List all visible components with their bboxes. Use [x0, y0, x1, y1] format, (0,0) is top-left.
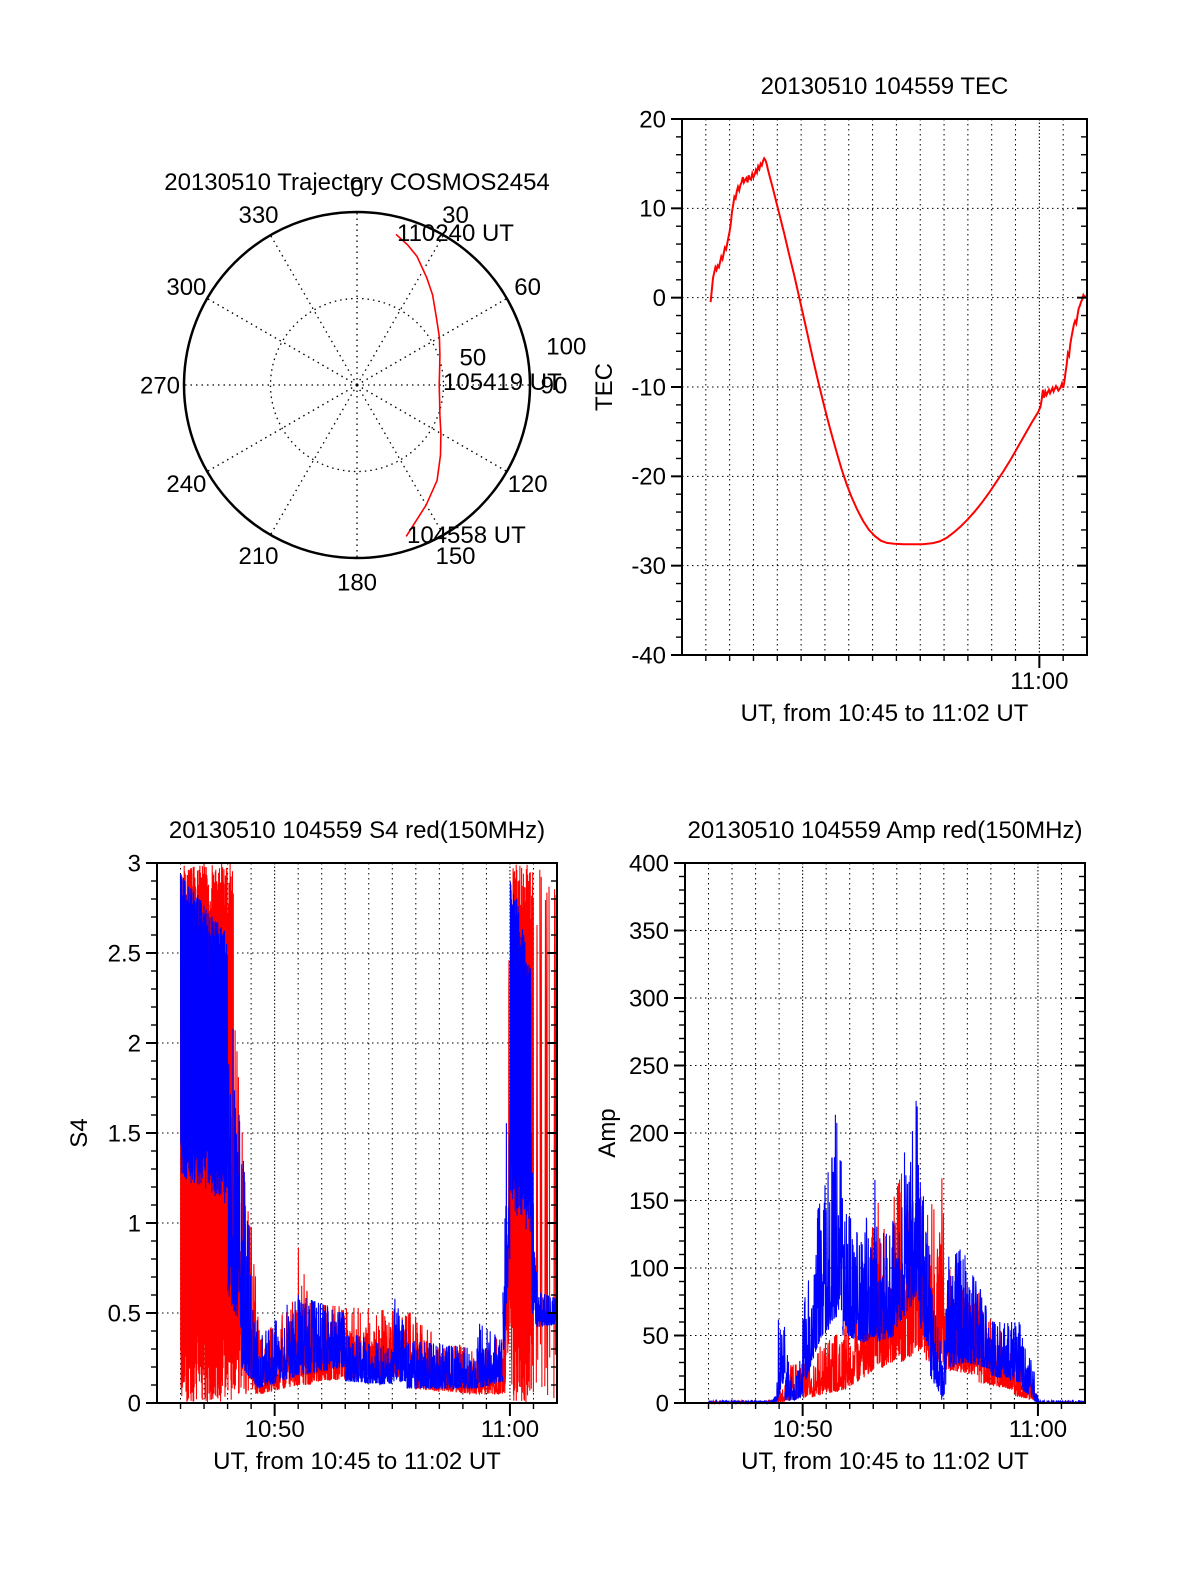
polar-spoke: [206, 297, 358, 386]
polar-spoke: [269, 384, 358, 536]
trajectory-panel: 0 30 60 90 120 150 180 210 240 270 300 330 50 100 1102…: [140, 169, 586, 596]
polar-spoke: [356, 297, 508, 386]
tec-line: [709, 156, 1087, 546]
tec-y-tick-label: -40: [631, 642, 666, 669]
polar-azimuth-label: 60: [514, 274, 541, 301]
tec-y-tick-label: 10: [639, 196, 666, 223]
tec-y-tick-label: 20: [639, 106, 666, 133]
polar-grid-circle: [269, 297, 445, 473]
amp-y-tick-label: 350: [629, 918, 669, 945]
polar-spoke: [269, 234, 358, 386]
amp-y-axis-label: Amp: [594, 1108, 621, 1157]
polar-azimuth-label: 120: [508, 471, 548, 498]
polar-outer-circle: [182, 210, 532, 560]
polar-spoke: [356, 234, 445, 386]
s4-y-tick-label: 1.5: [108, 1120, 141, 1147]
amp-y-tick-label: 100: [629, 1255, 669, 1282]
amp-y-tick-label: 0: [656, 1390, 669, 1417]
amp-panel: 400 350 300 250 200 150 100 50 0 10:50 11:00 201305…: [594, 817, 1086, 1475]
tec-y-axis-label: TEC: [591, 363, 618, 411]
amp-y-tick-label: 250: [629, 1053, 669, 1080]
amp-x-tick-label: 10:50: [773, 1416, 833, 1443]
s4-noisy-line: [179, 874, 558, 1391]
s4-x-tick-label: 11:00: [481, 1416, 539, 1443]
tec-y-tick-label: -30: [631, 553, 666, 580]
trajectory-title: 20130510 Trajectory COSMOS2454: [164, 169, 550, 196]
amp-y-tick-label: 150: [629, 1188, 669, 1215]
polar-azimuth-label: 330: [238, 202, 278, 229]
amp-x-tick-label: 11:00: [1009, 1416, 1067, 1443]
amp-title: 20130510 104559 Amp red(150MHz): [688, 817, 1083, 844]
polar-azimuth-label: 150: [435, 543, 475, 570]
s4-y-tick-label: 0: [128, 1390, 141, 1417]
s4-x-tick-label: 10:50: [245, 1416, 305, 1443]
s4-title: 20130510 104559 S4 red(150MHz): [169, 817, 545, 844]
polar-azimuth-label: 30: [442, 202, 469, 229]
tec-y-tick-label: 0: [653, 285, 666, 312]
s4-y-axis-label: S4: [66, 1118, 93, 1147]
amp-x-axis-label: UT, from 10:45 to 11:02 UT: [741, 1448, 1029, 1475]
polar-azimuth-label: 180: [337, 569, 377, 596]
tec-panel: 20 10 0 -10 -20 -30 -40 11:00 20130510 104559 TE…: [591, 73, 1088, 727]
polar-spoke: [356, 384, 445, 536]
s4-x-axis-label: UT, from 10:45 to 11:02 UT: [213, 1448, 501, 1475]
trajectory-time-label: 105419 UT: [443, 369, 562, 396]
trajectory-time-label: 104558 UT: [407, 522, 526, 549]
amp-y-tick-label: 50: [642, 1323, 669, 1350]
s4-y-tick-label: 2: [128, 1030, 141, 1057]
tec-y-tick-label: -20: [631, 464, 666, 491]
tec-title: 20130510 104559 TEC: [761, 73, 1009, 100]
amp-y-tick-label: 200: [629, 1120, 669, 1147]
polar-azimuth-label: 0: [350, 175, 363, 202]
polar-azimuth-label: 90: [541, 372, 568, 399]
trajectory-line: [395, 233, 442, 537]
s4-y-tick-label: 3: [128, 850, 141, 877]
polar-azimuth-label: 240: [166, 471, 206, 498]
s4-y-tick-label: 2.5: [108, 940, 141, 967]
s4-panel: 3 2.5 2 1.5 1 0.5 0 10:50 11:00 20130510 104559 S…: [66, 817, 558, 1475]
trajectory-time-label: 110240 UT: [397, 220, 514, 247]
polar-spoke: [206, 384, 358, 473]
polar-spoke: [356, 384, 508, 473]
tec-x-tick-label: 11:00: [1010, 668, 1068, 695]
amp-y-tick-label: 400: [629, 850, 669, 877]
s4-y-tick-label: 1: [128, 1210, 141, 1237]
polar-azimuth-label: 300: [166, 274, 206, 301]
polar-radius-label: 50: [460, 345, 487, 372]
amp-noisy-line: [707, 1100, 1086, 1406]
polar-azimuth-label: 210: [238, 543, 278, 570]
tec-x-axis-label: UT, from 10:45 to 11:02 UT: [741, 700, 1029, 727]
polar-azimuth-label: 270: [140, 372, 180, 399]
s4-y-tick-label: 0.5: [108, 1300, 141, 1327]
amp-y-tick-label: 300: [629, 985, 669, 1012]
polar-radius-label: 100: [546, 333, 586, 360]
tec-y-tick-label: -10: [631, 374, 666, 401]
